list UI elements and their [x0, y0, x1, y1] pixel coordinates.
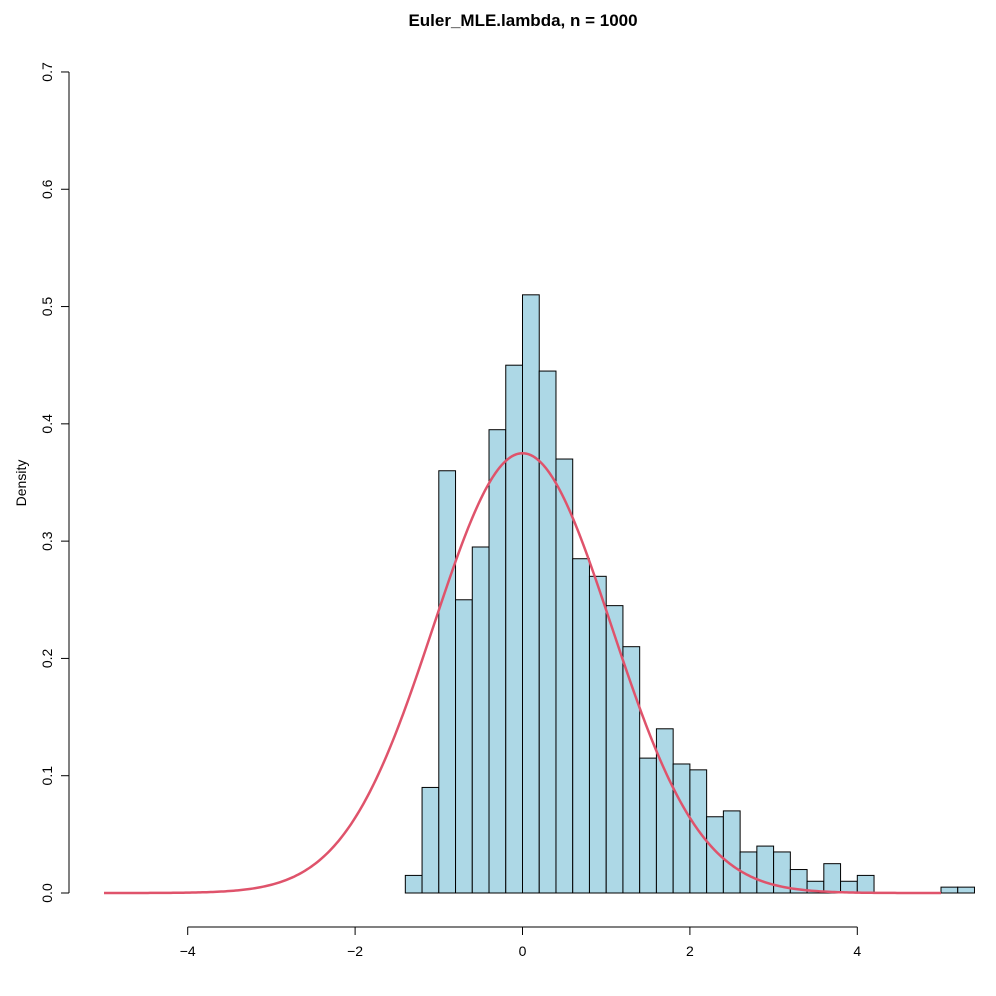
histogram-bar	[505, 364, 524, 894]
chart-title: Euler_MLE.lambda, n = 1000	[408, 11, 637, 30]
histogram-bar	[856, 874, 875, 894]
histogram-bar	[940, 886, 959, 894]
histogram-bar	[756, 845, 775, 894]
y-tick-label: 0.2	[39, 648, 55, 668]
histogram-bar	[722, 810, 741, 894]
x-tick-label: −2	[347, 943, 363, 959]
x-tick-label: −4	[180, 943, 196, 959]
y-axis: 0.0 0.1 0.2 0.3 0.4 0.5 0.6 0.7	[39, 62, 70, 903]
histogram-bar	[639, 757, 657, 894]
histogram-bar	[957, 886, 975, 894]
y-axis-label: Density	[13, 460, 29, 507]
x-axis: −4 −2 0 2 4	[180, 926, 861, 959]
x-tick-label: 4	[853, 943, 861, 959]
x-tick-label: 0	[519, 943, 527, 959]
y-tick-label: 0.7	[39, 62, 55, 82]
y-tick-label: 0.4	[39, 414, 55, 434]
histogram-bar	[538, 370, 557, 894]
histogram-bar	[421, 786, 440, 894]
x-tick-label: 2	[686, 943, 694, 959]
histogram-bar	[555, 458, 574, 894]
density-curve	[104, 451, 941, 895]
histogram-bar	[522, 294, 540, 894]
y-tick-label: 0.3	[39, 531, 55, 551]
histogram-bar	[471, 546, 490, 894]
histogram-bars	[404, 294, 975, 894]
histogram-bar	[605, 605, 624, 894]
histogram-bar	[672, 763, 691, 894]
histogram-bar	[655, 728, 674, 894]
histogram-bar	[488, 429, 507, 894]
histogram-bar	[404, 874, 423, 894]
y-tick-label: 0.1	[39, 766, 55, 786]
histogram-bar	[588, 575, 607, 894]
y-tick-label: 0.5	[39, 297, 55, 317]
y-tick-label: 0.6	[39, 179, 55, 199]
histogram-bar	[823, 863, 842, 894]
histogram-bar	[572, 558, 590, 894]
histogram-bar	[438, 470, 457, 894]
y-tick-label: 0.0	[39, 883, 55, 903]
histogram-bar	[455, 599, 473, 894]
